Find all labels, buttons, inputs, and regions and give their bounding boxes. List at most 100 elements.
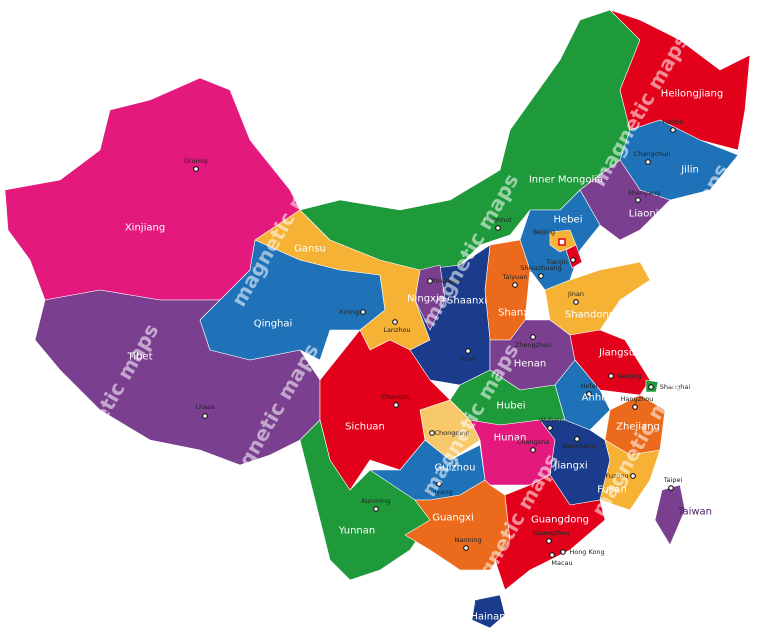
province-liaoning bbox=[579, 159, 671, 241]
province-label-anhui: Anhui bbox=[581, 392, 611, 404]
city-dot-icon bbox=[608, 373, 614, 379]
city-label-guangzhou: Guangzhou bbox=[532, 529, 570, 537]
city-label-hong-kong: Hong Kong bbox=[569, 548, 605, 556]
city-dot-icon bbox=[495, 225, 501, 231]
city-dot-icon bbox=[393, 402, 399, 408]
province-label-hainan: Hainan bbox=[470, 611, 506, 623]
province-label-guangxi: Guangxi bbox=[432, 512, 474, 524]
province-hainan bbox=[471, 594, 506, 629]
city-label-kunming: Kunming bbox=[361, 497, 391, 505]
city-label-changsha: Changsha bbox=[516, 438, 550, 446]
province-label-shandong: Shandong bbox=[564, 309, 616, 321]
city-dot-icon bbox=[360, 309, 366, 315]
city-dot-icon bbox=[546, 538, 552, 544]
city-label-shijiazhuang: Shijiazhuang bbox=[520, 264, 562, 272]
province-label-gansu: Gansu bbox=[294, 243, 326, 255]
city-label-taiyuan: Taiyuan bbox=[502, 273, 528, 281]
city-dot-icon bbox=[512, 282, 518, 288]
province-label-hebei: Hebei bbox=[553, 214, 583, 226]
city-dot-icon bbox=[549, 552, 555, 558]
city-label--r-mqi: Ürümqi bbox=[184, 157, 208, 165]
city-dot-icon bbox=[670, 127, 676, 133]
province-label-zhejiang: Zhejiang bbox=[616, 421, 660, 433]
province-label-tibet: Tibet bbox=[127, 351, 153, 363]
city-label-xining: Xining bbox=[338, 308, 360, 316]
city-dot-icon bbox=[392, 319, 398, 325]
city-dot-icon bbox=[373, 506, 379, 512]
municipality-chongqing bbox=[419, 399, 481, 461]
city-label-yinchuan: Yinchuan bbox=[432, 277, 462, 285]
city-dot-icon bbox=[635, 197, 641, 203]
province-label-fujian: Fujian bbox=[597, 484, 627, 496]
province-label-jilin: Jilin bbox=[681, 164, 699, 176]
city-label-hangzhou: Hangzhou bbox=[620, 395, 654, 403]
city-dot-icon bbox=[530, 447, 536, 453]
city-dot-icon bbox=[538, 273, 544, 279]
province-label-inner-mongolia: Inner Mongolia bbox=[528, 174, 604, 186]
province-label-henan: Henan bbox=[513, 358, 547, 370]
province-label-hubei: Hubei bbox=[496, 400, 526, 412]
province-label-jiangxi: Jiangxi bbox=[554, 460, 588, 472]
city-dot-icon bbox=[560, 549, 566, 555]
province-label-shanxi: Shanxi bbox=[498, 307, 532, 319]
city-dot-icon bbox=[465, 348, 471, 354]
city-label-hohhot: Hohhot bbox=[488, 216, 512, 224]
city-dot-icon bbox=[547, 425, 553, 431]
city-dot-icon bbox=[632, 404, 638, 410]
province-label-taiwan: Taiwan bbox=[677, 506, 713, 518]
city-dot-icon bbox=[586, 391, 592, 397]
city-dot-icon bbox=[668, 485, 674, 491]
city-dot-icon bbox=[427, 278, 433, 284]
city-label-changchun: Changchun bbox=[633, 150, 671, 158]
province-label-heilongjiang: Heilongjiang bbox=[660, 88, 724, 100]
province-label-liaoning: Liaoning bbox=[628, 208, 672, 220]
city-dot-icon bbox=[193, 166, 199, 172]
province-ningxia bbox=[414, 264, 446, 331]
city-dot-icon bbox=[645, 159, 651, 165]
province-label-hunan: Hunan bbox=[493, 432, 527, 444]
city-label-nanning: Nanning bbox=[454, 536, 482, 544]
city-label-wuhan: Wuhan bbox=[538, 416, 562, 424]
province-label-yunnan: Yunnan bbox=[338, 525, 376, 537]
province-heilongjiang bbox=[609, 9, 751, 151]
city-label-harbin: Harbin bbox=[662, 118, 684, 126]
city-label-guiyang: Guiyang bbox=[425, 488, 453, 496]
city-dot-icon bbox=[463, 545, 469, 551]
city-dot-icon bbox=[202, 413, 208, 419]
province-label-jiangsu: Jiangsu bbox=[598, 347, 636, 359]
city-dot-icon bbox=[630, 473, 636, 479]
city-dot-icon bbox=[570, 257, 576, 263]
province-label-xinjiang: Xinjiang bbox=[124, 222, 166, 234]
city-label-shenyang: Shenyang bbox=[627, 189, 661, 197]
city-label-beijing: Beijing bbox=[532, 228, 556, 236]
city-label-taipei: Taipei bbox=[663, 476, 683, 484]
province-label-guizhou: Guizhou bbox=[434, 462, 476, 474]
province-label-qinghai: Qinghai bbox=[253, 318, 293, 330]
province-fujian bbox=[599, 439, 661, 511]
city-label-lanzhou: Lanzhou bbox=[383, 326, 411, 334]
city-label-jinan: Jinan bbox=[568, 290, 584, 298]
capital-marker-icon bbox=[558, 238, 566, 246]
city-label-zhengzhou: Zhengzhou bbox=[514, 341, 552, 349]
city-label-nanchang: Nanchang bbox=[562, 442, 596, 450]
province-label-ningxia: Ningxia bbox=[407, 293, 445, 305]
municipality-tianjin bbox=[565, 244, 583, 269]
city-label-xi-an: Xi'an bbox=[459, 355, 477, 363]
city-dot-icon bbox=[648, 384, 654, 390]
city-dot-icon bbox=[436, 481, 442, 487]
city-label-chongqing: Chongqing bbox=[434, 429, 470, 437]
city-label-lhasa: Lhasa bbox=[195, 403, 215, 411]
city-label-hefei: Hefei bbox=[580, 382, 598, 390]
city-dot-icon bbox=[530, 334, 536, 340]
province-label-sichuan: Sichuan bbox=[345, 421, 385, 433]
province-guangdong bbox=[494, 474, 606, 591]
city-label-chengdu: Chengdu bbox=[381, 393, 411, 401]
city-dot-icon bbox=[573, 299, 579, 305]
province-label-guangdong: Guangdong bbox=[530, 514, 590, 526]
city-label-tianjin: Tianjin bbox=[546, 258, 568, 266]
city-label-shanghai: Shanghai bbox=[659, 383, 691, 391]
city-dot-icon bbox=[574, 436, 580, 442]
province-taiwan bbox=[654, 484, 686, 546]
